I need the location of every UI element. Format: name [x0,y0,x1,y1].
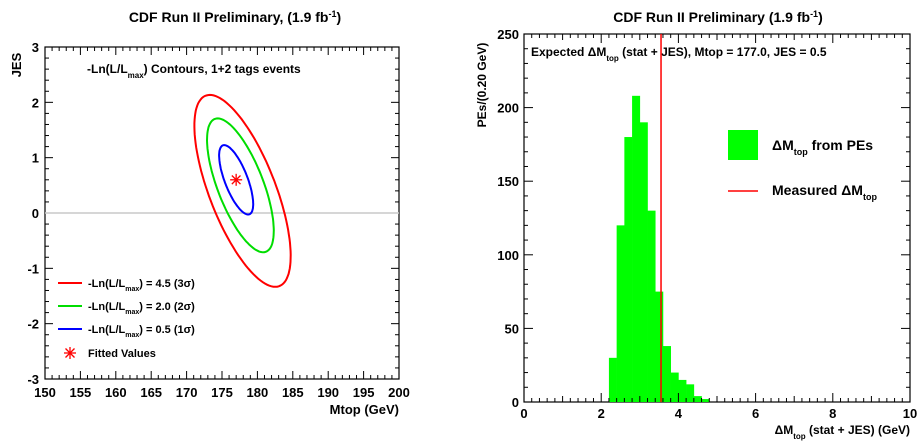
histogram-bars [608,95,710,403]
contour-x-tick-label: 150 [34,385,56,400]
contour-x-tick-label: 160 [105,385,127,400]
contour-x-tick-label: 170 [176,385,198,400]
histogram-x-tick-label: 0 [520,406,527,421]
histogram-plot-frame [523,33,911,403]
contour-legend: -Ln(L/Lmax) = 4.5 (3σ) -Ln(L/Lmax) = 2.0… [58,278,195,360]
legend-label-1sigma: -Ln(L/Lmax) = 0.5 (1σ) [88,324,195,339]
contour-x-tick-label: 175 [211,385,233,400]
histogram-chart-title: CDF Run II Preliminary (1.9 fb-1) [613,9,823,25]
contour-y-tick-label: 3 [32,40,39,55]
legend-label-measured: Measured ΔMtop [772,182,877,202]
fitted-value-marker-group [230,173,243,186]
contour-3sigma [193,93,292,288]
histogram-y-tick-label: 250 [497,27,519,42]
contour-y-tick-label: -3 [27,372,39,387]
histogram-chart: CDF Run II Preliminary (1.9 fb-1) Expect… [475,9,917,441]
histogram-x-tick-label: 6 [752,406,759,421]
histogram-bar [701,399,710,402]
histogram-bar [647,210,656,402]
contour-x-tick-label: 185 [282,385,304,400]
contour-1sigma [218,144,255,216]
histogram-x-tick-label: 8 [829,406,836,421]
contour-x-tick-label: 180 [247,385,269,400]
histogram-x-axis-title: ΔMtop (stat + JES) (GeV) [775,423,910,441]
contour-x-axis-title: Mtop (GeV) [330,402,399,417]
contour-y-tick-label: -1 [27,261,39,276]
histogram-bar [686,384,695,402]
legend-label-2sigma: -Ln(L/Lmax) = 2.0 (2σ) [88,301,195,316]
histogram-x-tick-label: 10 [903,406,917,421]
histogram-bar [678,379,687,402]
histogram-bar [662,346,671,402]
histogram-y-tick-label: 150 [497,174,519,189]
contour-x-tick-label: 195 [353,385,375,400]
contour-y-axis-title: JES [9,52,24,77]
contour-curves [193,93,292,288]
contour-y-tick-label: -2 [27,317,39,332]
legend-label-fitted: Fitted Values [88,348,156,360]
fitted-value-marker [230,173,243,186]
histogram-legend: ΔMtop from PEs Measured ΔMtop [728,130,877,202]
contour-chart: CDF Run II Preliminary, (1.9 fb-1) -Ln(L… [9,9,410,417]
histogram-bar [639,122,648,402]
contour-2sigma [205,117,275,254]
contour-y-tick-label: 2 [32,95,39,110]
histogram-y-tick-label: 200 [497,101,519,116]
legend-label-pes: ΔMtop from PEs [772,137,873,157]
histogram-bar [655,291,664,402]
histogram-bar [616,225,625,402]
histogram-bar [670,372,679,402]
histogram-annotation: Expected ΔMtop (stat + JES), Mtop = 177.… [531,45,827,63]
contour-x-tick-label: 165 [140,385,162,400]
contour-x-tick-label: 200 [388,385,410,400]
histogram-bar [608,357,617,402]
histogram-x-tick-label: 2 [598,406,605,421]
contour-chart-title: CDF Run II Preliminary, (1.9 fb-1) [129,9,341,25]
histogram-x-tick-label: 4 [675,406,683,421]
contour-annotation: -Ln(L/Lmax) Contours, 1+2 tags events [87,62,301,80]
histogram-y-axis-title: PEs/(0.20 GeV) [475,43,489,128]
histogram-y-tick-label: 50 [505,321,519,336]
contour-y-tick-label: 1 [32,151,39,166]
contour-x-tick-label: 155 [70,385,92,400]
histogram-bar [693,396,702,402]
legend-asterisk-icon [64,347,76,359]
legend-label-3sigma: -Ln(L/Lmax) = 4.5 (3σ) [88,278,195,293]
legend-swatch-pes [728,130,758,160]
histogram-y-tick-label: 0 [512,395,519,410]
histogram-y-tick-label: 100 [497,248,519,263]
contour-axis-ticks: 150 155 160 165 170 175 180 185 190 195 200 -3 -2 -1 0… [27,40,409,400]
contour-y-tick-label: 0 [32,206,39,221]
histogram-bar [624,137,633,403]
histogram-bar [632,95,641,402]
contour-x-tick-label: 190 [317,385,339,400]
